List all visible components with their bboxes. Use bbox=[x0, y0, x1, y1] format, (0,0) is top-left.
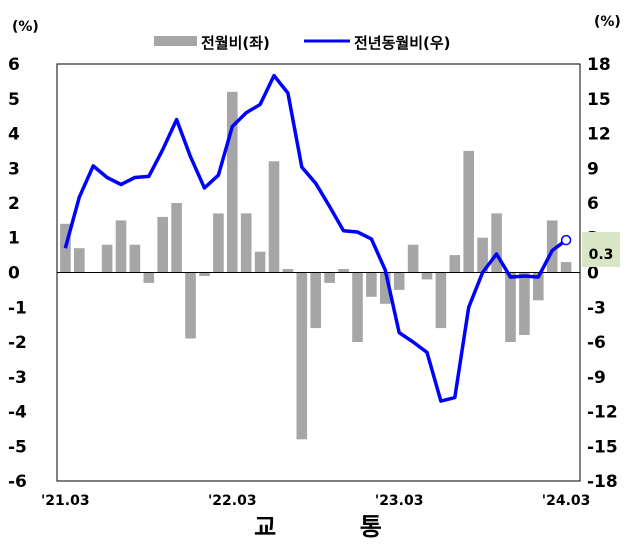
right-tick-label: -9 bbox=[587, 368, 606, 388]
mom-bar bbox=[254, 251, 266, 273]
mom-bar bbox=[157, 216, 168, 273]
mom-bar bbox=[143, 272, 155, 283]
x-tick-label: '21.03 bbox=[41, 493, 90, 509]
left-tick-label: 4 bbox=[8, 125, 20, 145]
x-axis-ticks: '21.03 '22.03 '23.03 '24.03 bbox=[41, 493, 590, 509]
mom-bar bbox=[296, 272, 308, 440]
mom-bar bbox=[282, 269, 294, 273]
mom-bar bbox=[227, 91, 238, 273]
left-tick-label: -3 bbox=[8, 368, 27, 388]
right-tick-label: 0 bbox=[587, 264, 599, 284]
mom-bar bbox=[393, 272, 405, 290]
legend-line-label: 전년동월비(우) bbox=[354, 34, 451, 52]
right-tick-label: -12 bbox=[587, 403, 618, 423]
mom-bar bbox=[449, 255, 461, 273]
yoy-line-group bbox=[63, 73, 572, 403]
left-unit-label: (%) bbox=[12, 19, 39, 35]
right-tick-label: 18 bbox=[587, 55, 611, 75]
left-tick-label: -6 bbox=[8, 472, 27, 492]
left-tick-label: 1 bbox=[8, 229, 20, 249]
left-tick-label: 2 bbox=[8, 194, 20, 214]
left-tick-label: 0 bbox=[8, 264, 20, 284]
mom-bars bbox=[60, 91, 572, 440]
right-tick-label: -15 bbox=[587, 437, 618, 457]
legend-bar-swatch bbox=[154, 36, 197, 46]
mom-bar bbox=[560, 262, 572, 273]
mom-bar bbox=[74, 248, 85, 273]
mom-bar bbox=[185, 272, 196, 339]
mom-bar bbox=[324, 272, 335, 283]
x-tick-label: '24.03 bbox=[542, 493, 591, 509]
right-tick-label: -6 bbox=[587, 333, 606, 353]
mom-bar bbox=[129, 244, 141, 273]
left-tick-label: 5 bbox=[8, 90, 20, 110]
mom-bar bbox=[240, 213, 252, 273]
mom-bar bbox=[352, 272, 363, 342]
right-axis-ticks: 1815129630-3-6-9-12-15-18 bbox=[587, 55, 618, 492]
yoy-line bbox=[63, 73, 568, 403]
mom-bar bbox=[407, 244, 419, 273]
legend-bar-label: 전월비(좌) bbox=[201, 34, 270, 52]
mom-bar bbox=[101, 244, 113, 273]
mom-bar bbox=[310, 272, 321, 329]
left-tick-label: -2 bbox=[8, 333, 27, 353]
right-tick-label: 12 bbox=[587, 125, 611, 145]
mom-bar bbox=[477, 237, 488, 273]
callout-box bbox=[582, 240, 620, 267]
right-tick-label: 9 bbox=[587, 159, 599, 179]
right-tick-label: -3 bbox=[587, 298, 606, 318]
mom-bar bbox=[380, 272, 391, 304]
mom-bar bbox=[213, 213, 224, 273]
left-tick-label: 6 bbox=[8, 55, 20, 75]
chart-legend: 전월비(좌) 전년동월비(우) bbox=[154, 34, 451, 52]
yoy-last-point bbox=[560, 234, 572, 246]
mom-bar bbox=[463, 150, 474, 273]
mom-bar bbox=[268, 161, 280, 273]
callout-label: 0.3 bbox=[589, 247, 614, 263]
mom-bar bbox=[533, 272, 544, 301]
mom-bar bbox=[199, 272, 210, 276]
x-tick-label: '22.03 bbox=[208, 493, 257, 509]
right-tick-label: 15 bbox=[587, 90, 611, 110]
x-tick-label: '23.03 bbox=[375, 493, 424, 509]
mom-bar bbox=[546, 220, 558, 273]
right-tick-label: 6 bbox=[587, 194, 599, 214]
left-axis-ticks: 6 5 4 3 2 1 0 -1 -2 -3 -4 -5 -6 bbox=[8, 55, 27, 492]
mom-bar bbox=[366, 272, 377, 297]
mom-bar bbox=[171, 203, 182, 273]
left-tick-label: -5 bbox=[8, 437, 27, 457]
mom-bar bbox=[491, 213, 502, 273]
mom-bar bbox=[435, 272, 447, 329]
left-tick-label: 3 bbox=[8, 159, 20, 179]
mom-bar bbox=[115, 220, 127, 273]
mom-bar bbox=[421, 272, 433, 280]
left-tick-label: -4 bbox=[8, 403, 27, 423]
right-tick-label: -18 bbox=[587, 472, 618, 492]
chart-caption: 교 통 bbox=[254, 513, 382, 541]
mom-bar bbox=[505, 272, 516, 342]
mom-bar bbox=[519, 272, 530, 335]
left-tick-label: -1 bbox=[8, 298, 27, 318]
mom-bar bbox=[338, 269, 349, 273]
callouts: 2.80.3 bbox=[582, 232, 620, 267]
right-unit-label: (%) bbox=[594, 14, 621, 30]
